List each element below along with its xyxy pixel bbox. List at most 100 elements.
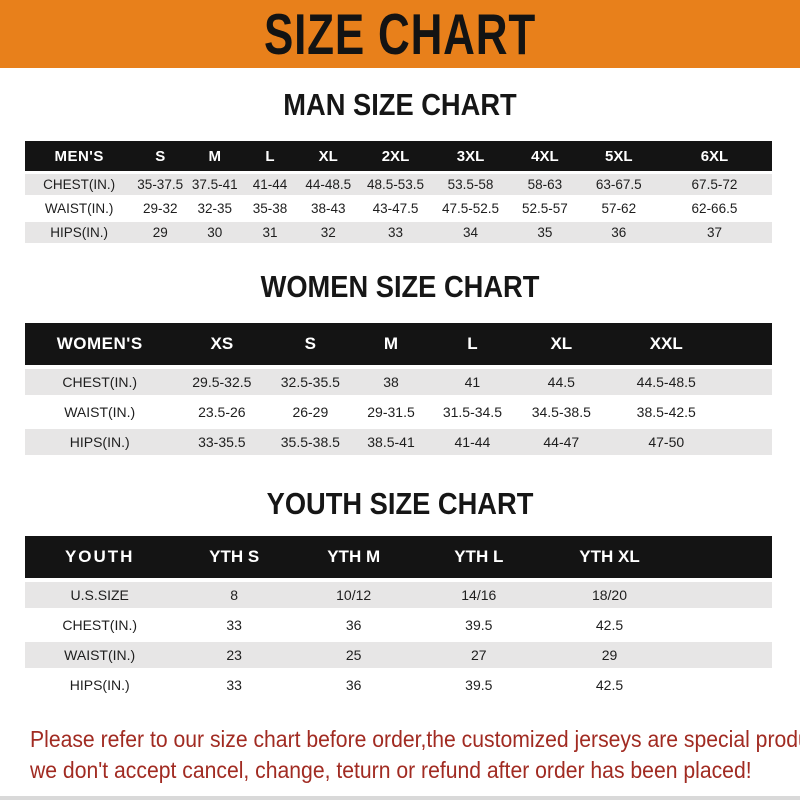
size-col-header: XXL: [608, 323, 725, 365]
page-title: SIZE CHART: [264, 1, 536, 67]
size-value-cell: 41-44: [242, 174, 298, 195]
women-table-corner-label: WOMEN'S: [25, 323, 175, 365]
size-value-cell: 42.5: [544, 612, 675, 638]
size-value-cell: 41-44: [430, 429, 515, 455]
size-col-header: 3XL: [432, 141, 510, 171]
size-value-cell: 32-35: [187, 198, 243, 219]
size-value-cell: 35.5-38.5: [269, 429, 352, 455]
spacer-cell: [674, 642, 772, 668]
spacer-cell: [674, 672, 772, 698]
size-col-header: L: [430, 323, 515, 365]
size-value-cell: 38-43: [297, 198, 359, 219]
size-value-cell: 23.5-26: [174, 399, 270, 425]
row-label: CHEST(IN.): [25, 369, 175, 395]
size-chart-banner: SIZE CHART: [0, 0, 800, 68]
size-value-cell: 36: [293, 612, 414, 638]
size-value-cell: 47-50: [608, 429, 725, 455]
row-label: WAIST(IN.): [25, 642, 175, 668]
youth-table-corner-label: YOUTH: [25, 536, 175, 578]
size-value-cell: 38: [351, 369, 431, 395]
spacer-cell: [674, 582, 772, 608]
youth-header-row: YOUTH YTH S YTH M YTH L YTH XL: [25, 536, 772, 578]
size-value-cell: 36: [580, 222, 657, 243]
size-value-cell: 38.5-41: [351, 429, 431, 455]
size-col-header: 5XL: [580, 141, 657, 171]
size-value-cell: 41: [430, 369, 515, 395]
size-col-header: L: [242, 141, 298, 171]
men-header-row: MEN'S S M L XL 2XL 3XL 4XL 5XL 6XL: [25, 141, 772, 171]
size-value-cell: 58-63: [509, 174, 581, 195]
men-table-corner-label: MEN'S: [25, 141, 134, 171]
size-value-cell: 29: [544, 642, 675, 668]
size-col-header: 4XL: [509, 141, 581, 171]
size-value-cell: 67.5-72: [656, 174, 772, 195]
size-value-cell: 33: [358, 222, 433, 243]
men-chest-row: CHEST(IN.) 35-37.5 37.5-41 41-44 44-48.5…: [25, 174, 772, 195]
youth-hips-row: HIPS(IN.) 33 36 39.5 42.5: [25, 672, 772, 698]
size-value-cell: 42.5: [544, 672, 675, 698]
size-value-cell: 52.5-57: [509, 198, 581, 219]
size-value-cell: 33: [174, 612, 294, 638]
women-size-table: WOMEN'S XS S M L XL XXL CHEST(IN.) 29.5-…: [25, 319, 772, 459]
size-col-header: S: [133, 141, 188, 171]
size-value-cell: 8: [174, 582, 294, 608]
size-col-header: M: [187, 141, 243, 171]
size-value-cell: 29: [133, 222, 188, 243]
youth-waist-row: WAIST(IN.) 23 25 27 29: [25, 642, 772, 668]
size-value-cell: 30: [187, 222, 243, 243]
women-header-row: WOMEN'S XS S M L XL XXL: [25, 323, 772, 365]
size-col-header: XS: [174, 323, 270, 365]
size-value-cell: 35: [509, 222, 581, 243]
men-size-table: MEN'S S M L XL 2XL 3XL 4XL 5XL 6XL CHEST…: [25, 138, 772, 246]
size-value-cell: 47.5-52.5: [432, 198, 510, 219]
policy-note-line2: we don't accept cancel, change, teturn o…: [30, 757, 752, 783]
row-label: HIPS(IN.): [25, 429, 175, 455]
size-col-header: M: [351, 323, 431, 365]
size-value-cell: 36: [293, 672, 414, 698]
size-value-cell: 44.5-48.5: [608, 369, 725, 395]
size-value-cell: 62-66.5: [656, 198, 772, 219]
size-value-cell: 32: [297, 222, 359, 243]
size-value-cell: 38.5-42.5: [608, 399, 725, 425]
row-label: HIPS(IN.): [25, 222, 134, 243]
youth-section-heading: YOUTH SIZE CHART: [266, 486, 534, 521]
size-col-header: 6XL: [656, 141, 772, 171]
youth-ussize-row: U.S.SIZE 8 10/12 14/16 18/20: [25, 582, 772, 608]
size-value-cell: 23: [174, 642, 294, 668]
size-value-cell: 31: [242, 222, 298, 243]
row-label: U.S.SIZE: [25, 582, 175, 608]
size-col-header: 2XL: [358, 141, 433, 171]
size-value-cell: 44-48.5: [297, 174, 359, 195]
size-value-cell: 25: [293, 642, 414, 668]
row-label: WAIST(IN.): [25, 198, 134, 219]
size-value-cell: 29-31.5: [351, 399, 431, 425]
row-label: CHEST(IN.): [25, 612, 175, 638]
size-col-header: XL: [514, 323, 609, 365]
size-value-cell: 44-47: [514, 429, 609, 455]
spacer-cell: [724, 429, 772, 455]
size-value-cell: 44.5: [514, 369, 609, 395]
size-value-cell: 29.5-32.5: [174, 369, 270, 395]
youth-size-table: YOUTH YTH S YTH M YTH L YTH XL U.S.SIZE …: [25, 532, 772, 702]
spacer-cell: [674, 536, 772, 578]
spacer-cell: [724, 399, 772, 425]
order-policy-note: Please refer to our size chart before or…: [30, 724, 800, 786]
size-value-cell: 48.5-53.5: [358, 174, 433, 195]
youth-chest-row: CHEST(IN.) 33 36 39.5 42.5: [25, 612, 772, 638]
size-value-cell: 63-67.5: [580, 174, 657, 195]
size-value-cell: 53.5-58: [432, 174, 510, 195]
women-waist-row: WAIST(IN.) 23.5-26 26-29 29-31.5 31.5-34…: [25, 399, 772, 425]
size-value-cell: 33: [174, 672, 294, 698]
men-hips-row: HIPS(IN.) 29 30 31 32 33 34 35 36 37: [25, 222, 772, 243]
row-label: CHEST(IN.): [25, 174, 134, 195]
women-chest-row: CHEST(IN.) 29.5-32.5 32.5-35.5 38 41 44.…: [25, 369, 772, 395]
policy-note-line1: Please refer to our size chart before or…: [30, 726, 800, 752]
size-value-cell: 34.5-38.5: [514, 399, 609, 425]
size-col-header: YTH S: [174, 536, 294, 578]
size-value-cell: 39.5: [413, 612, 545, 638]
row-label: HIPS(IN.): [25, 672, 175, 698]
size-value-cell: 14/16: [413, 582, 545, 608]
size-value-cell: 26-29: [269, 399, 352, 425]
size-value-cell: 18/20: [544, 582, 675, 608]
size-col-header: YTH L: [413, 536, 545, 578]
